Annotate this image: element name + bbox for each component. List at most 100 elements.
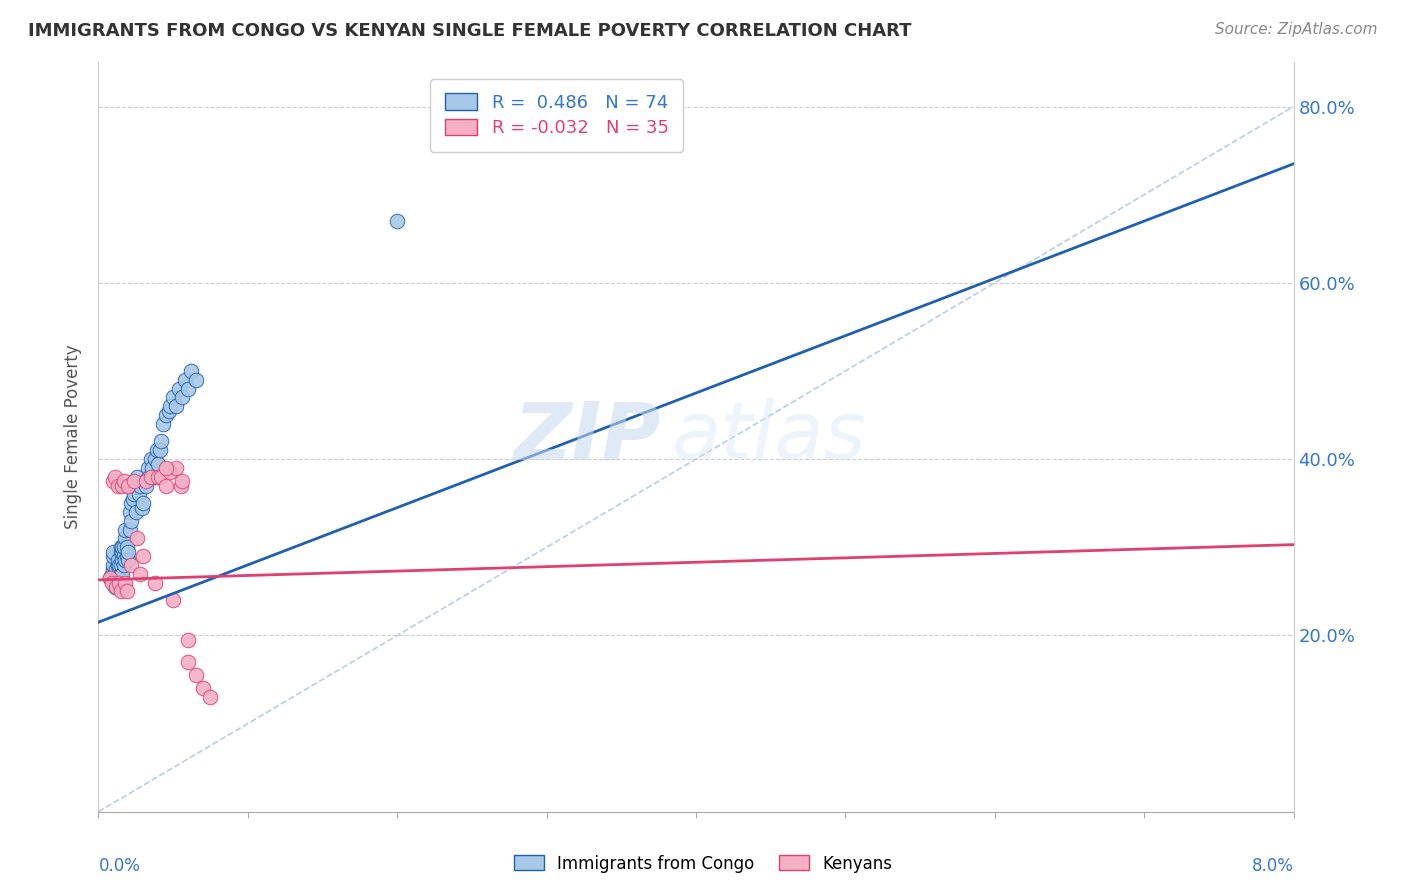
Y-axis label: Single Female Poverty: Single Female Poverty [65, 345, 83, 529]
Point [162, 593, 184, 607]
Point [139, 469, 162, 483]
Point [107, 575, 129, 590]
Point [112, 541, 135, 555]
Point [108, 558, 131, 572]
Point [167, 382, 190, 396]
Point [127, 532, 149, 546]
Point [150, 469, 173, 483]
Point [177, 655, 200, 669]
Point [128, 487, 150, 501]
Point [110, 558, 132, 572]
Point [110, 575, 132, 590]
Point [120, 558, 142, 572]
Point [180, 364, 202, 378]
Point [124, 487, 146, 501]
Point [132, 496, 155, 510]
Point [108, 562, 131, 576]
Point [165, 461, 187, 475]
Point [101, 566, 124, 581]
Point [110, 584, 132, 599]
Point [104, 575, 127, 590]
Point [114, 523, 136, 537]
Point [107, 478, 129, 492]
Point [112, 549, 135, 563]
Point [111, 544, 134, 558]
Point [117, 553, 139, 567]
Legend: R =  0.486   N = 74, R = -0.032   N = 35: R = 0.486 N = 74, R = -0.032 N = 35 [430, 79, 683, 152]
Point [98, 571, 122, 585]
Point [148, 457, 170, 471]
Point [159, 399, 181, 413]
Point [142, 469, 165, 483]
Point [118, 505, 141, 519]
Point [159, 466, 181, 480]
Point [108, 571, 131, 585]
Point [103, 474, 125, 488]
Point [162, 391, 184, 405]
Point [143, 452, 166, 467]
Point [139, 452, 162, 467]
Legend: Immigrants from Congo, Kenyans: Immigrants from Congo, Kenyans [508, 848, 898, 880]
Point [138, 469, 160, 483]
Point [118, 523, 141, 537]
Point [127, 469, 149, 483]
Point [157, 403, 180, 417]
Point [103, 549, 125, 563]
Point [150, 434, 173, 449]
Point [136, 461, 159, 475]
Point [152, 417, 174, 431]
Point [115, 549, 138, 563]
Point [125, 478, 148, 492]
Point [108, 575, 131, 590]
Point [172, 391, 194, 405]
Point [110, 544, 132, 558]
Point [145, 443, 167, 458]
Point [107, 566, 129, 581]
Point [184, 373, 207, 387]
Point [120, 514, 142, 528]
Point [121, 491, 143, 506]
Point [132, 549, 155, 563]
Point [101, 575, 124, 590]
Point [103, 562, 125, 576]
Point [107, 558, 129, 572]
Point [115, 584, 138, 599]
Point [98, 571, 122, 585]
Point [174, 373, 197, 387]
Point [114, 575, 136, 590]
Point [112, 474, 135, 488]
Point [148, 469, 170, 483]
Point [131, 500, 153, 515]
Point [134, 474, 156, 488]
Point [104, 469, 127, 483]
Point [111, 566, 134, 581]
Point [200, 690, 222, 705]
Point [110, 566, 132, 581]
Point [143, 575, 166, 590]
Point [111, 541, 134, 555]
Point [125, 505, 148, 519]
Point [155, 461, 177, 475]
Point [141, 461, 163, 475]
Point [149, 443, 172, 458]
Point [103, 544, 125, 558]
Point [135, 478, 157, 492]
Point [104, 580, 127, 594]
Point [112, 558, 135, 572]
Point [117, 544, 139, 558]
Point [385, 214, 409, 228]
Point [111, 553, 134, 567]
Text: ZIP: ZIP [513, 398, 661, 476]
Text: 8.0%: 8.0% [1251, 856, 1294, 875]
Text: 0.0%: 0.0% [98, 856, 141, 875]
Point [165, 399, 187, 413]
Point [172, 474, 194, 488]
Point [124, 474, 146, 488]
Point [191, 681, 214, 696]
Text: atlas: atlas [672, 398, 868, 476]
Point [110, 541, 132, 555]
Point [114, 553, 136, 567]
Point [105, 566, 128, 581]
Point [155, 478, 177, 492]
Point [115, 541, 138, 555]
